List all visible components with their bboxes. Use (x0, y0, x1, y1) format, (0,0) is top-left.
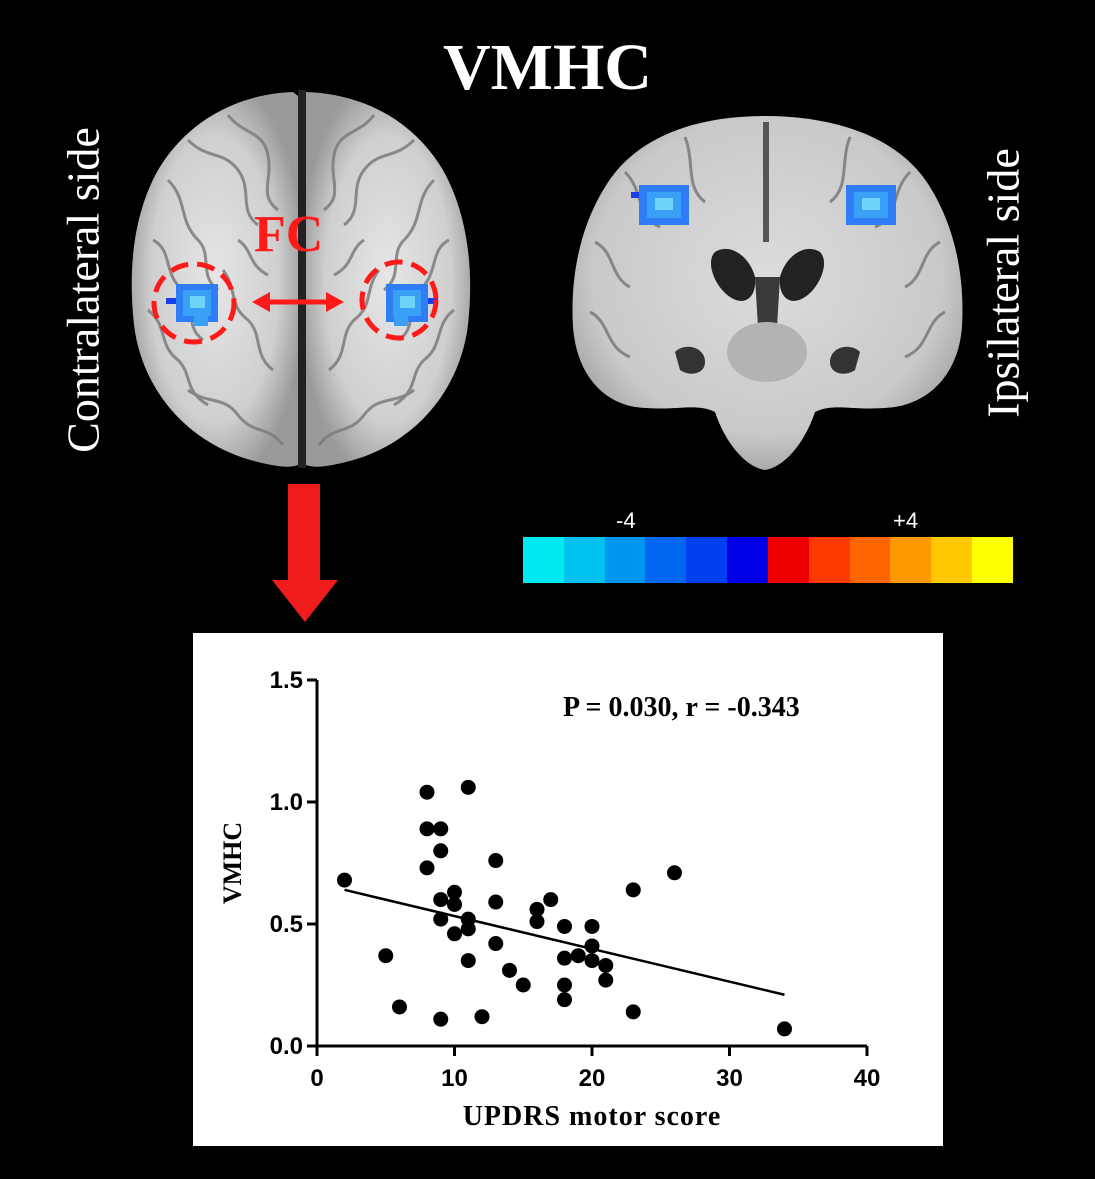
x-tick-label: 30 (716, 1065, 743, 1092)
data-point (488, 894, 504, 910)
data-point (557, 977, 572, 993)
x-tick-label: 20 (579, 1065, 606, 1092)
coronal-brain-slice (572, 116, 963, 470)
color-scale: -4 +4 (523, 508, 1013, 584)
x-tick-label: 0 (310, 1065, 323, 1092)
right-coronal-activation (846, 185, 896, 225)
scatter-plot: 0 10 20 30 40 0.0 0.5 1.0 1.5 UPDRS motor score VM… (218, 667, 881, 1132)
regression-line (344, 888, 785, 996)
ipsilateral-side-label: Ipsilateral side (977, 148, 1029, 418)
data-point (584, 953, 600, 969)
scale-tick-positive: +4 (893, 508, 919, 533)
data-point (474, 1009, 490, 1025)
color-scale-cell (563, 537, 605, 583)
x-tick-label: 10 (441, 1065, 468, 1092)
data-point (529, 901, 545, 917)
data-point (488, 936, 504, 952)
data-point (419, 860, 435, 876)
data-point (625, 1004, 641, 1020)
axial-brain-slice (131, 90, 471, 468)
color-scale-cell (808, 537, 850, 583)
data-point (433, 1011, 449, 1027)
data-point (570, 948, 586, 964)
data-point (667, 865, 682, 881)
color-scale-cell (523, 537, 564, 583)
data-point (557, 950, 572, 966)
data-point (529, 914, 545, 930)
left-activation-cluster (166, 284, 218, 326)
color-scale-cell (727, 537, 768, 583)
y-tick-label: 1.5 (270, 667, 303, 694)
data-point (337, 872, 352, 888)
scatter-plot-panel: 0 10 20 30 40 0.0 0.5 1.0 1.5 UPDRS motor score VM… (193, 633, 943, 1146)
y-axis-label: VMHC (218, 822, 247, 904)
right-roi-circle (359, 259, 439, 341)
data-point (460, 921, 476, 937)
data-point (515, 977, 531, 993)
data-point (584, 938, 600, 954)
data-point (447, 926, 462, 942)
x-tick-label: 40 (854, 1065, 881, 1092)
data-point (584, 918, 600, 934)
correlation-annotation: P = 0.030, r = -0.343 (563, 692, 800, 723)
left-coronal-activation (631, 185, 689, 225)
y-tick-label: 0.5 (270, 911, 303, 938)
data-point (625, 882, 641, 898)
color-scale-bar (523, 537, 1013, 583)
left-roi-circle (151, 261, 237, 345)
x-axis-label: UPDRS motor score (463, 1101, 722, 1132)
scale-tick-negative: -4 (616, 508, 636, 533)
color-scale-cell (686, 537, 728, 583)
data-point (433, 911, 449, 927)
data-point (447, 896, 462, 912)
fc-label: FC (254, 206, 324, 263)
data-point (433, 892, 449, 908)
y-tick-label: 1.0 (270, 789, 303, 816)
data-point (419, 784, 435, 800)
down-arrow (272, 484, 338, 622)
data-point (557, 918, 572, 934)
color-scale-cell (645, 537, 687, 583)
color-scale-cell (931, 537, 973, 583)
data-point (433, 843, 449, 859)
data-point (419, 821, 435, 837)
data-point (460, 953, 476, 969)
color-scale-cell (972, 537, 1013, 583)
fc-double-arrow (252, 292, 344, 312)
color-scale-cell (767, 537, 809, 583)
contralateral-side-label: Contralateral side (57, 127, 109, 453)
y-tick-label: 0.0 (270, 1033, 303, 1060)
data-point (392, 999, 407, 1015)
data-point (502, 962, 517, 978)
data-point (447, 884, 462, 900)
data-point (460, 779, 476, 795)
data-point (557, 992, 572, 1008)
data-point (488, 853, 504, 869)
right-activation-cluster (386, 284, 438, 326)
color-scale-cell (849, 537, 891, 583)
data-point (378, 948, 394, 964)
color-scale-cell (604, 537, 646, 583)
data-point (777, 1021, 792, 1037)
data-point (543, 892, 559, 908)
data-point (598, 957, 614, 973)
data-point (598, 972, 614, 988)
color-scale-cell (890, 537, 932, 583)
data-point (433, 821, 449, 837)
figure-title: VMHC (443, 31, 652, 104)
